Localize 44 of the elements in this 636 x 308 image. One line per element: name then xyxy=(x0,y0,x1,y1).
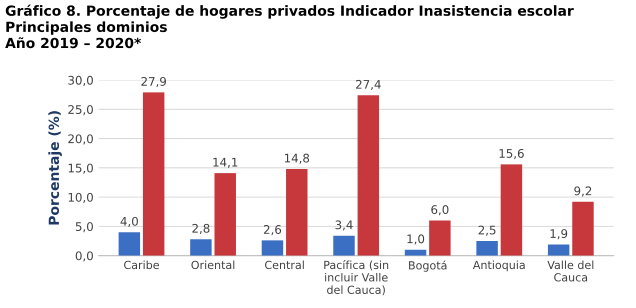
data-label: 14,8 xyxy=(284,154,310,164)
bar xyxy=(476,241,498,256)
bar xyxy=(118,232,140,256)
y-tick-label: 15,0 xyxy=(68,164,93,174)
data-label: 9,2 xyxy=(574,186,592,197)
chart-title: Gráfico 8. Porcentaje de hogares privados Indicador Inasistencia escolar Principales dominios Año 2019 – 2020* xyxy=(5,4,574,48)
data-label: 27,9 xyxy=(141,76,166,88)
bar xyxy=(429,220,451,256)
x-tick-label: Oriental xyxy=(191,260,234,270)
data-label: 1,9 xyxy=(550,229,568,240)
data-label: 27,4 xyxy=(356,80,381,90)
y-tick-label: 25,0 xyxy=(68,105,93,116)
x-tick-label: Caribe xyxy=(124,260,159,270)
bar xyxy=(142,92,164,256)
data-label: 2,5 xyxy=(478,226,496,236)
y-axis-title: Porcentaje (%) xyxy=(48,111,62,224)
bar xyxy=(572,202,594,256)
data-label: 14,1 xyxy=(213,158,238,168)
data-label: 2,8 xyxy=(192,224,210,234)
x-tick-label: Valle del Cauca xyxy=(547,260,594,282)
x-tick-label: Antioquia xyxy=(472,260,525,272)
bar xyxy=(500,164,522,256)
y-tick-label: 20,0 xyxy=(68,134,93,144)
data-label: 2,6 xyxy=(264,225,282,236)
x-tick-label: Pacífica (sin incluir Valle del Cauca) xyxy=(324,260,388,296)
y-tick-label: 5,0 xyxy=(76,222,93,232)
bar xyxy=(262,240,284,256)
y-tick-label: 0,0 xyxy=(76,251,93,262)
x-tick-label: Central xyxy=(265,260,304,270)
y-tick-label: 10,0 xyxy=(68,192,93,203)
bar xyxy=(286,169,308,256)
data-label: 6,0 xyxy=(431,205,448,216)
bar xyxy=(358,95,380,256)
bar xyxy=(404,250,426,256)
data-label: 4,0 xyxy=(120,216,138,227)
x-tick-label: Bogotá xyxy=(409,260,446,272)
bar xyxy=(190,239,212,256)
data-label: 15,6 xyxy=(500,148,524,160)
y-tick-label: 30,0 xyxy=(68,76,93,86)
bar xyxy=(214,173,236,256)
bar xyxy=(548,244,570,256)
data-label: 1,0 xyxy=(407,234,424,245)
bar xyxy=(333,236,355,256)
data-label: 3,4 xyxy=(336,220,353,230)
